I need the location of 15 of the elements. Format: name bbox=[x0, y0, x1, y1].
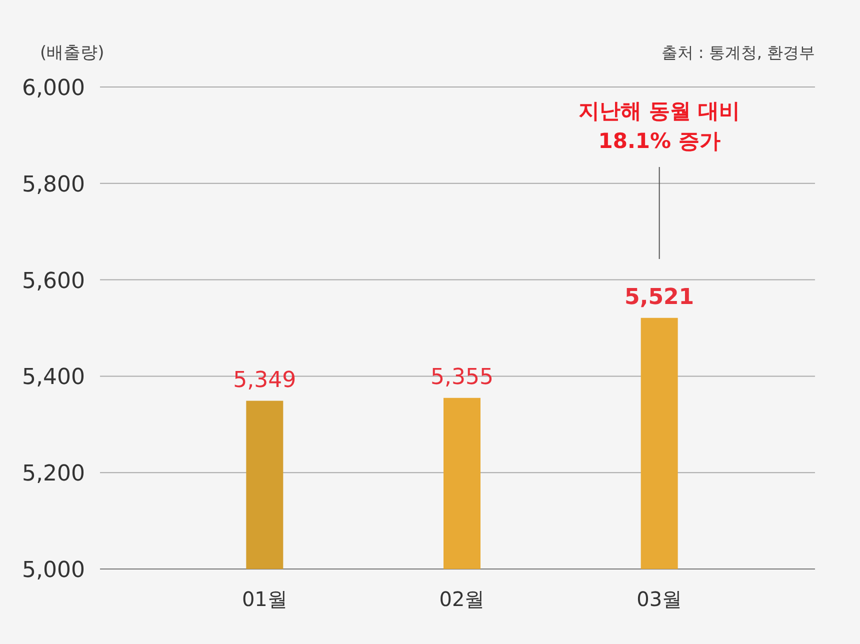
y-tick-label: 5,800 bbox=[22, 172, 85, 198]
annotation: 지난해 동월 대비 18.1% 증가 bbox=[578, 98, 742, 155]
x-tick-label: 01월 bbox=[242, 587, 288, 611]
data-label: 5,349 bbox=[233, 368, 296, 393]
y-tick-label: 5,600 bbox=[22, 268, 85, 294]
data-label: 5,355 bbox=[430, 364, 494, 390]
y-tick-label: 5,000 bbox=[22, 558, 85, 583]
y-tick-label: 5,200 bbox=[22, 462, 85, 487]
source-note: 출처 : 통계청, 환경부 bbox=[661, 43, 815, 62]
y-axis-title: (배출량) bbox=[40, 43, 104, 63]
x-tick-label: 02월 bbox=[439, 587, 485, 611]
y-tick-label: 5,400 bbox=[22, 365, 85, 390]
x-tick-label: 03월 bbox=[636, 587, 682, 611]
data-label: 5,521 bbox=[624, 284, 694, 310]
y-tick-label: 6,000 bbox=[22, 76, 85, 101]
